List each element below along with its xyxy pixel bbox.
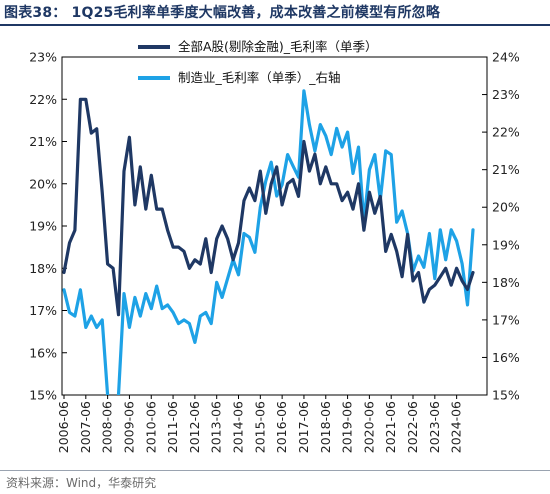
x-tick-label: 2019-06 <box>340 401 355 453</box>
series-layer <box>62 89 475 395</box>
legend-label-series-1: 全部A股(剔除金融)_毛利率（单季） <box>178 39 378 54</box>
x-tick-label: 2013-06 <box>209 401 224 453</box>
x-tick-label: 2010-06 <box>143 401 158 453</box>
x-tick-label: 2024-06 <box>449 401 464 453</box>
left-tick-label: 18% <box>29 261 57 276</box>
x-tick-label: 2011-06 <box>165 401 180 453</box>
x-tick-label: 2008-06 <box>100 401 115 453</box>
source-note: 资料来源：Wind，华泰研究 <box>6 476 157 490</box>
x-tick-label: 2007-06 <box>78 401 93 453</box>
x-tick-label: 2006-06 <box>56 401 71 453</box>
left-tick-label: 19% <box>29 219 57 234</box>
left-tick-label: 17% <box>29 303 57 318</box>
left-tick-label: 23% <box>29 50 57 65</box>
x-tick-label: 2012-06 <box>187 401 202 453</box>
left-axis-ticks: 15% 16% 17% 18% 19% 20% 21% 22% 23% <box>29 50 67 403</box>
right-axis-ticks: 15% 16% 17% 18% 19% 20% 21% 22% 23% 24% <box>482 50 520 403</box>
left-tick-label: 21% <box>29 134 57 149</box>
chart-title: 图表38： 1Q25毛利率单季度大幅改善，成本改善之前模型有所忽略 <box>4 5 441 21</box>
left-tick-label: 16% <box>29 345 57 360</box>
right-tick-label: 23% <box>492 87 520 102</box>
right-tick-label: 17% <box>492 312 520 327</box>
right-tick-label: 21% <box>492 162 520 177</box>
x-tick-label: 2016-06 <box>274 401 289 453</box>
right-tick-label: 16% <box>492 350 520 365</box>
right-tick-label: 19% <box>492 237 520 252</box>
x-tick-label: 2015-06 <box>252 401 267 453</box>
x-tick-label: 2017-06 <box>296 401 311 453</box>
plot-frame <box>61 56 488 396</box>
left-tick-label: 20% <box>29 176 57 191</box>
x-axis-ticks: 2006-06 2007-06 2008-06 2009-06 2010-06 2011-… <box>56 395 464 453</box>
series-line-1 <box>62 97 475 317</box>
title-divider <box>0 24 550 26</box>
x-tick-label: 2023-06 <box>427 401 442 453</box>
right-tick-label: 24% <box>492 50 520 65</box>
x-tick-label: 2018-06 <box>318 401 333 453</box>
x-tick-label: 2009-06 <box>121 401 136 453</box>
right-tick-label: 20% <box>492 200 520 215</box>
x-tick-label: 2021-06 <box>383 401 398 453</box>
right-tick-label: 22% <box>492 125 520 140</box>
series-line-2 <box>62 89 475 395</box>
x-tick-label: 2014-06 <box>231 401 246 453</box>
legend: 全部A股(剔除金融)_毛利率（单季） 制造业_毛利率（单季）_右轴 <box>138 39 378 85</box>
legend-label-series-2: 制造业_毛利率（单季）_右轴 <box>178 70 341 85</box>
x-tick-label: 2022-06 <box>405 401 420 453</box>
left-tick-label: 15% <box>29 388 57 403</box>
right-tick-label: 15% <box>492 388 520 403</box>
x-tick-label: 2020-06 <box>361 401 376 453</box>
right-tick-label: 18% <box>492 275 520 290</box>
source-divider <box>0 470 550 471</box>
left-tick-label: 22% <box>29 92 57 107</box>
